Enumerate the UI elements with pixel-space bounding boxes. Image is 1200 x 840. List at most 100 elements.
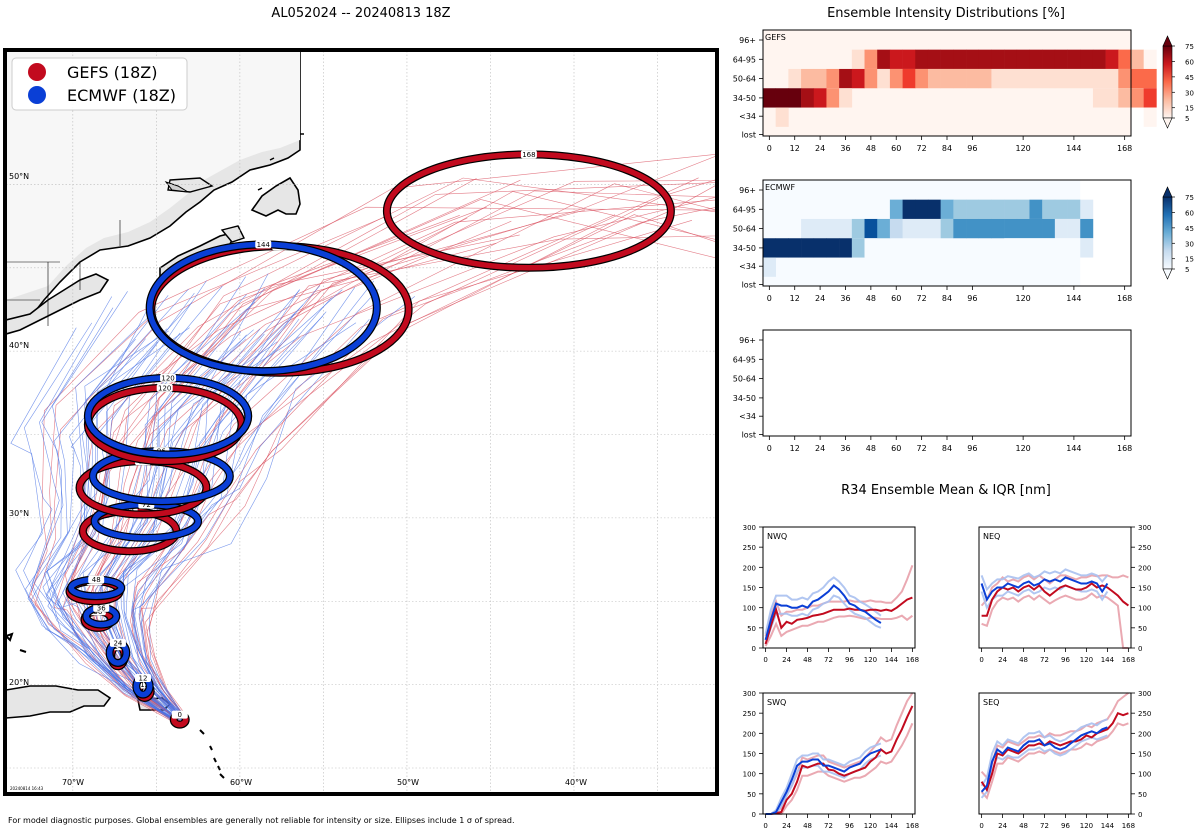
- r34-nwq-gefs-mean: [764, 596, 913, 645]
- ellipse-label-bg-ecmwf-12: [134, 673, 151, 682]
- ellipse-label-ecmwf-24: 24: [113, 639, 122, 647]
- empty-intensity-panel: 96+ 64-95 50-64 34-50 <34 lost 0 12 24 36 48 60 72 84…: [733, 329, 1132, 453]
- legend-ecmwf-marker: [28, 86, 46, 104]
- heat-cell-ecmwf-50-64-114: [1004, 218, 1018, 239]
- heat-cell-gefs-64-95-60: [889, 49, 903, 69]
- r34-swq-ecmwf-mean: [765, 748, 882, 815]
- r34-label-swq: SWQ: [767, 698, 786, 707]
- heat-ylabel-0-1: 64-95: [733, 55, 756, 64]
- r34-swq-gefs-mean: [765, 705, 914, 815]
- heat-xlabel-0-7: 84: [942, 144, 952, 153]
- ecmwf-member-track-13: [138, 280, 375, 719]
- heat-cell-ecmwf-34-50-138: [1054, 238, 1068, 258]
- cbar0-ticks-label-0: 5: [1185, 115, 1189, 123]
- heat-cell-ecmwf-50-64-138: [1054, 218, 1068, 239]
- r34-xlabel-swq-0: 0: [763, 822, 767, 830]
- gefs-member-track-26: [34, 153, 716, 722]
- r34-xlabel-neq-1: 24: [998, 656, 1007, 664]
- cbar1-ticks-label-1: 15: [1185, 256, 1194, 264]
- land-cape-breton: [220, 225, 245, 243]
- r34-ylabel-nwq-3: 150: [743, 585, 756, 593]
- r34-xlabel-nwq-7: 168: [906, 656, 919, 664]
- heat-cell-gefs-50-64-96: [966, 68, 980, 89]
- heat-cell-gefs-34-50-180: [1143, 88, 1157, 108]
- heat-cell-ecmwf-50-64-144: [1067, 218, 1081, 239]
- heat-xlabel-0-8: 96: [967, 144, 977, 153]
- r34-xlabel-nwq-1: 24: [782, 656, 791, 664]
- heat-cell-ecmwf-50-64-18: [801, 218, 815, 239]
- r34-xlabel-seq-2: 48: [1019, 822, 1028, 830]
- heat-cell-ecmwf-34-50-36: [839, 238, 853, 258]
- ellipse-label-gefs-168: 168: [522, 151, 535, 159]
- r34-xlabel-swq-2: 48: [803, 822, 812, 830]
- cbar0-ticks-label-4: 60: [1185, 58, 1194, 66]
- heat-xlabel-0-1: 12: [790, 144, 800, 153]
- heat-cell-ecmwf-64-95-114: [1004, 199, 1018, 219]
- heat-ylabel-1-5: lost: [742, 281, 756, 290]
- heat-cell-gefs-50-64-90: [953, 68, 967, 89]
- gefs-member-track-25: [146, 184, 716, 722]
- land-newfoundland: [250, 176, 301, 217]
- r34-xlabel-swq-4: 96: [845, 822, 854, 830]
- r34-xlabel-seq-4: 96: [1061, 822, 1070, 830]
- gefs-colorbar-ticks: 5 15 30 45 60 75: [1172, 43, 1194, 123]
- heat-cell-ecmwf-50-64-42: [851, 218, 865, 239]
- r34-label-neq: NEQ: [983, 532, 1000, 541]
- heat-cell-gefs-64-95-84: [940, 49, 954, 69]
- r34-xlabel-neq-7: 168: [1122, 656, 1135, 664]
- map-gridlines: [6, 51, 716, 793]
- heat-cell-ecmwf-50-64-60: [889, 218, 903, 239]
- cbar1-ticks-label-4: 60: [1185, 209, 1194, 217]
- heat-cell-ecmwf-34-50-132: [1042, 238, 1056, 258]
- heat-cell-ecmwf-34-50-0: [763, 238, 776, 258]
- heat-cell-gefs-50-64-54: [877, 68, 891, 89]
- heat-cell-gefs-34-50-168: [1118, 88, 1132, 108]
- r34-ylabel-swq-5: 250: [743, 710, 756, 718]
- r34-nwq-gefs-q25: [764, 614, 914, 647]
- ellipse-label-bg-gefs-120: [156, 383, 173, 392]
- heat-cell-ecmwf-50-64-30: [826, 218, 840, 239]
- cbar1-ticks-label-2: 30: [1185, 240, 1194, 248]
- gefs-colorbar-top-arrow: [1162, 35, 1173, 47]
- heat-cell-gefs-64-95-48: [864, 49, 878, 69]
- land-islets: [257, 133, 304, 191]
- heat-cell-gefs-64-95-90: [953, 49, 967, 69]
- heat-xlabel-2-6: 72: [917, 444, 927, 453]
- heat-cell-gefs-50-64-156: [1092, 68, 1106, 89]
- r34-xlabel-nwq-4: 96: [845, 656, 854, 664]
- ellipse-label-gefs-0: 0: [178, 711, 182, 719]
- heat-cell-ecmwf-34-50-126: [1029, 238, 1043, 258]
- ecmwf-colorbar: 5 15 30 45 60 75: [1162, 186, 1194, 280]
- heat-xlabel-0-5: 60: [891, 144, 901, 153]
- gefs-member-track-28: [130, 214, 716, 722]
- heat-cell-ecmwf-34-50-150: [1080, 238, 1094, 258]
- heat-xlabel-0-4: 48: [866, 144, 876, 153]
- heat-xlabel-1-4: 48: [866, 294, 876, 303]
- map-lat-labels: 50°N 40°N 30°N 20°N: [9, 172, 29, 687]
- r34-title: R34 Ensemble Mean & IQR [nm]: [841, 483, 1051, 498]
- r34-ylabel-swq-6: 300: [743, 690, 756, 698]
- heat-cell-gefs-50-64-168: [1118, 68, 1132, 89]
- heat-cell-gefs-34-50-36: [839, 88, 853, 108]
- heat-ylabel-1-4: <34: [739, 262, 756, 271]
- heat-cell-gefs-50-64-144: [1067, 68, 1081, 89]
- heat-cell-gefs-34-50-162: [1105, 88, 1119, 108]
- heat-cell-gefs-50-64-24: [813, 68, 827, 89]
- cbar0-ticks-label-2: 30: [1185, 89, 1194, 97]
- r34-ylabel-nwq-2: 100: [743, 605, 756, 613]
- heat-cell-ecmwf-34-50-48: [864, 238, 878, 258]
- map-panel: 0121224243636484872729696120120144144168…: [3, 48, 719, 796]
- ellipse-label-bg-ecmwf-24: [109, 638, 126, 647]
- heat-cell-gefs-64-95-168: [1118, 49, 1132, 69]
- r34-ylabel-nwq-4: 200: [743, 564, 756, 572]
- heat-cell-ecmwf-34-50-24: [813, 238, 827, 258]
- heat-cell-gefs-34-50-0: [763, 88, 776, 108]
- heat-cell-ecmwf-50-64-126: [1029, 218, 1043, 239]
- heat-cell-ecmwf-34-50-30: [826, 238, 840, 258]
- heat-xlabel-0-11: 168: [1117, 144, 1132, 153]
- r34-xlabel-neq-3: 72: [1040, 656, 1049, 664]
- ecmwf-member-track-47: [46, 288, 189, 719]
- heat-cell-ecmwf-34-50-144: [1067, 238, 1081, 258]
- heat-cell-gefs-50-64-180: [1143, 68, 1157, 89]
- ellipse-label-ecmwf-48: 48: [92, 576, 101, 584]
